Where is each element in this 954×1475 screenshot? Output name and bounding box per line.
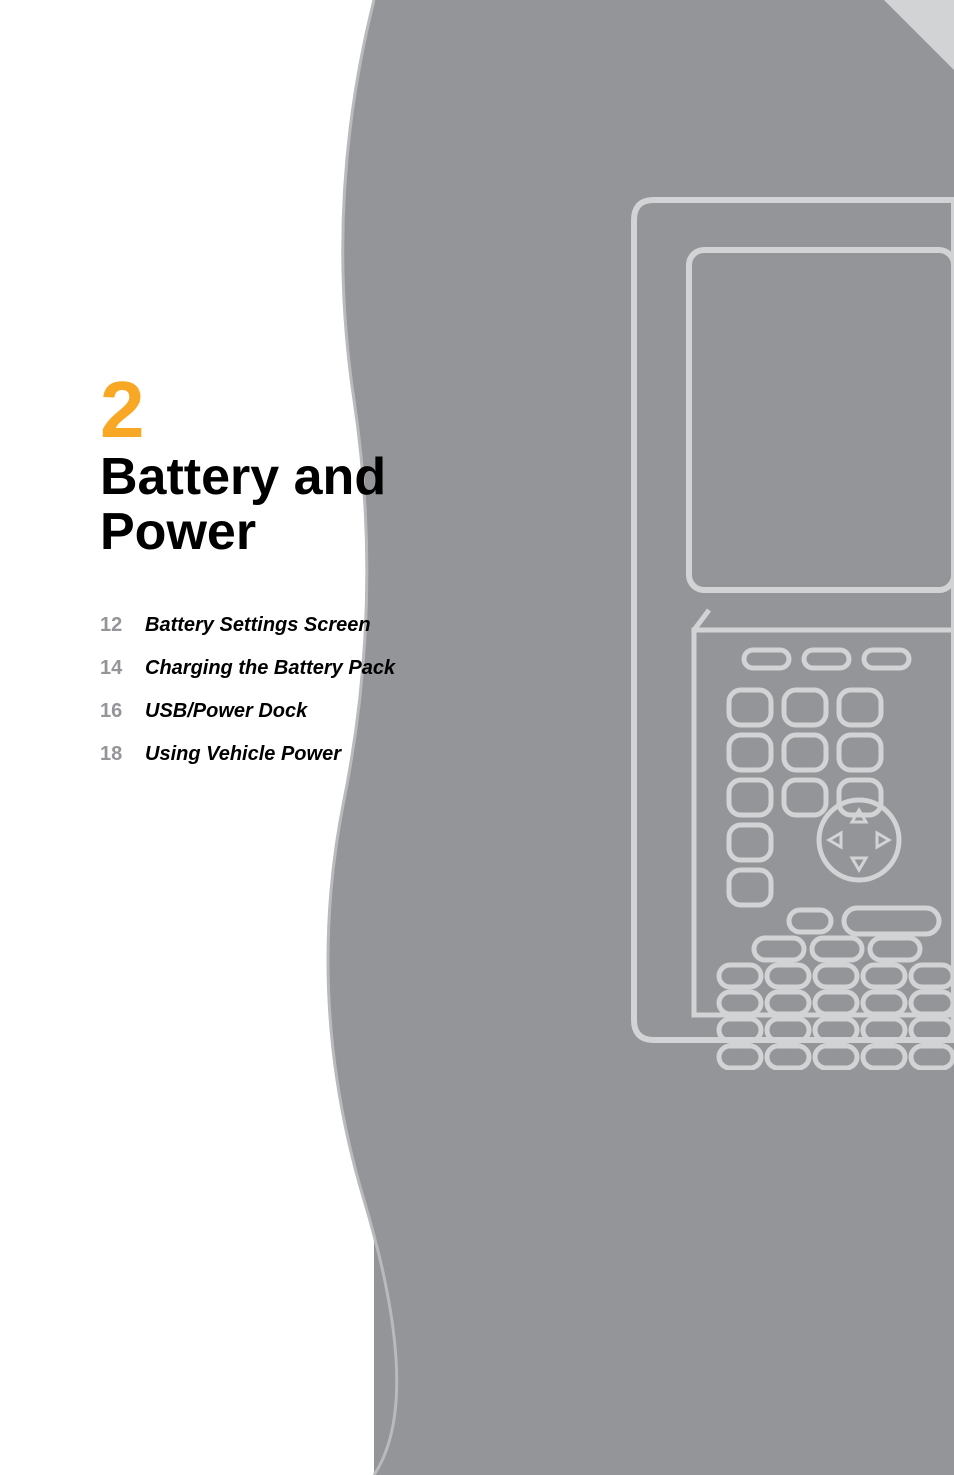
chapter-number: 2 (100, 370, 954, 450)
title-line-2: Power (100, 503, 256, 561)
toc-item: 14 Charging the Battery Pack (100, 657, 954, 680)
toc-list: 12 Battery Settings Screen 14 Charging t… (100, 614, 954, 766)
toc-item: 12 Battery Settings Screen (100, 614, 954, 637)
toc-item-text: Charging the Battery Pack (145, 657, 395, 680)
toc-item-text: Battery Settings Screen (145, 614, 371, 637)
toc-item-text: Using Vehicle Power (145, 743, 341, 766)
toc-item: 16 USB/Power Dock (100, 700, 954, 723)
toc-page-number: 12 (100, 614, 145, 637)
content-area: 2 Battery and Power 12 Battery Settings … (0, 0, 954, 766)
toc-page-number: 14 (100, 657, 145, 680)
toc-page-number: 18 (100, 743, 145, 766)
chapter-title: Battery and Power (100, 450, 954, 559)
toc-item-text: USB/Power Dock (145, 700, 307, 723)
toc-page-number: 16 (100, 700, 145, 723)
toc-item: 18 Using Vehicle Power (100, 743, 954, 766)
title-line-1: Battery and (100, 448, 386, 506)
